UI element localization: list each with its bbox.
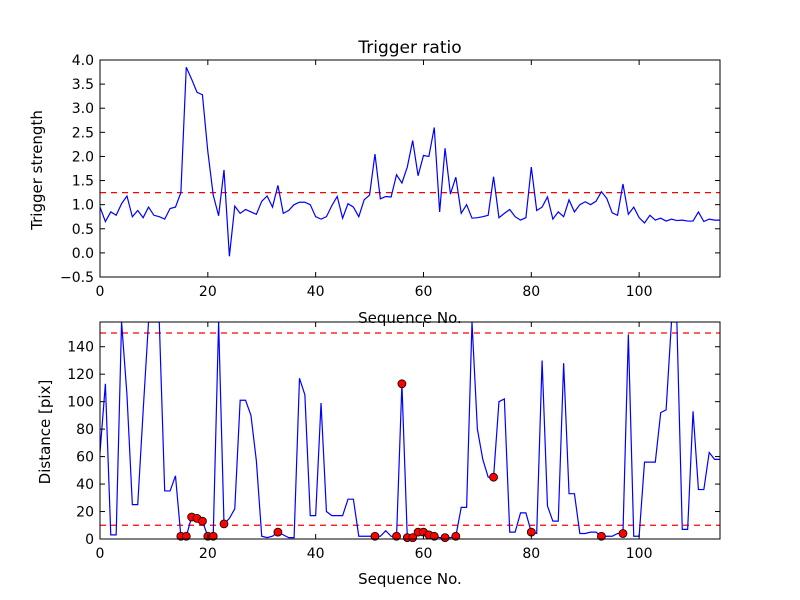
- bottom-chart-y-tick-label: 100: [67, 395, 94, 411]
- bottom-chart-y-tick-label: 120: [67, 367, 94, 383]
- top-chart-plot-area: 0 20 40 60 80 100 −0.5 0.0 0.5 1.0 1.5 2.0 2.5 3.0 3.5…: [60, 53, 721, 300]
- top-chart-y-tick-label: 2.5: [72, 125, 94, 141]
- top-chart-y-tick-label: 4.0: [72, 53, 94, 69]
- bottom-chart-plot-area: 0 20 40 60 80 100 0 20 40 60 80 100 120 140: [67, 321, 721, 562]
- bottom-chart-marker-point: [451, 531, 461, 541]
- bottom-chart-marker-point: [408, 533, 418, 543]
- top-chart-x-tick-label: 100: [626, 284, 653, 300]
- top-chart-x-tick-label: 60: [415, 284, 433, 300]
- bottom-chart-marker-point: [429, 531, 439, 541]
- bottom-chart-y-tick-label: 0: [85, 532, 94, 548]
- top-chart-frame: [99, 59, 721, 278]
- top-chart-y-tick-label: −0.5: [60, 270, 94, 286]
- bottom-chart-x-tick-label: 100: [626, 546, 653, 562]
- bottom-chart-marker-point: [440, 533, 450, 543]
- bottom-chart-y-tick-label: 80: [76, 422, 94, 438]
- top-chart-x-tick-label: 80: [522, 284, 540, 300]
- top-chart-y-tick-label: 2.0: [72, 149, 94, 165]
- top-chart-y-tick-label: 1.0: [72, 198, 94, 214]
- bottom-chart-x-tick-label: 20: [199, 546, 217, 562]
- top-chart-x-tick-label: 40: [307, 284, 325, 300]
- bottom-chart-x-axis-label: Sequence No.: [358, 570, 462, 588]
- bottom-chart-marker-point: [489, 472, 498, 482]
- top-chart-y-tick-label: 3.0: [72, 101, 94, 117]
- top-chart-x-tick-label: 20: [199, 284, 217, 300]
- bottom-chart-y-tick-label: 140: [67, 340, 94, 356]
- top-chart-y-tick-label: 0.0: [72, 246, 94, 262]
- bottom-chart-marker-point: [219, 519, 229, 529]
- bottom-chart-marker-point: [392, 531, 401, 541]
- bottom-chart-x-tick-label: 60: [415, 546, 433, 562]
- top-chart-y-axis-label: Trigger strength: [28, 110, 46, 231]
- bottom-chart-y-tick-label: 20: [76, 505, 94, 521]
- top-chart-y-tick-label: 0.5: [72, 222, 94, 238]
- top-chart-y-tick-label: 1.5: [72, 174, 94, 190]
- bottom-chart-frame: [99, 321, 721, 540]
- top-chart-x-axis-label: Sequence No.: [358, 309, 462, 327]
- top-chart-x-tick-label: 0: [96, 284, 105, 300]
- bottom-chart-marker-point: [596, 531, 606, 541]
- bottom-chart-y-tick-label: 40: [76, 477, 94, 493]
- top-chart-title: Trigger ratio: [357, 38, 461, 58]
- top-chart-series-line: [100, 66, 720, 257]
- bottom-chart-marker-point: [208, 531, 218, 541]
- bottom-chart-x-tick-label: 0: [96, 546, 105, 562]
- bottom-chart-x-tick-label: 80: [522, 546, 540, 562]
- bottom-chart-y-tick-label: 60: [76, 450, 94, 466]
- bottom-chart-marker-point: [618, 529, 628, 538]
- top-chart-y-tick-label: 3.5: [72, 77, 94, 93]
- bottom-chart-marker-point: [397, 379, 407, 389]
- bottom-chart-y-axis-label: Distance [pix]: [36, 380, 54, 485]
- bottom-chart-marker-point: [370, 531, 380, 541]
- bottom-chart-marker-point: [181, 531, 191, 541]
- bottom-chart-marker-point: [273, 527, 283, 537]
- bottom-chart-x-tick-label: 40: [307, 546, 325, 562]
- bottom-chart-marker-point: [198, 516, 207, 526]
